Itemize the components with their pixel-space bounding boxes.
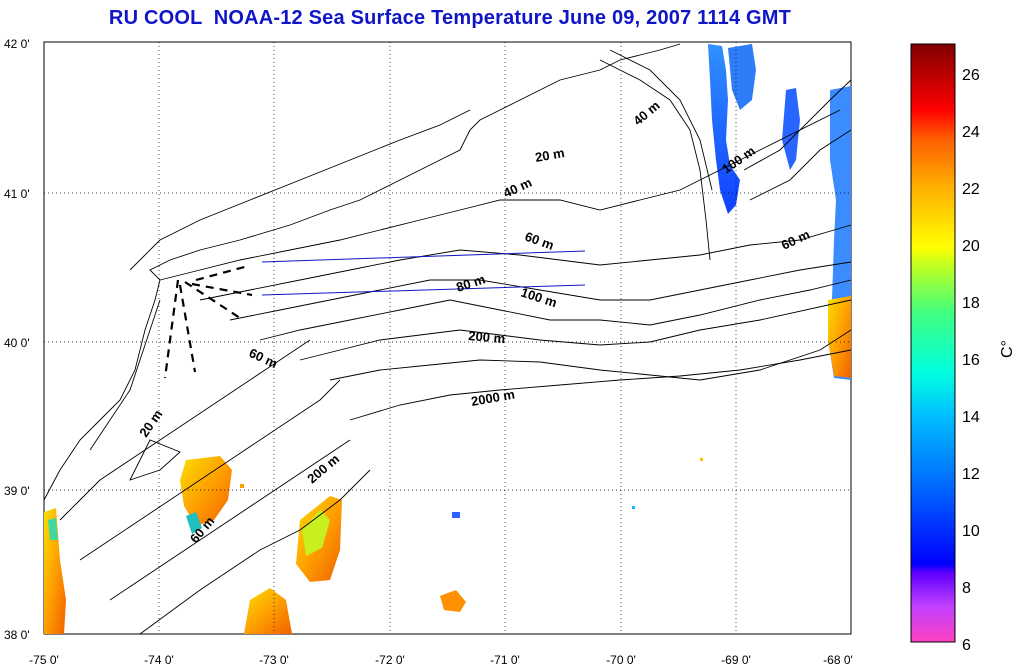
- lat-tick: 40 0': [4, 336, 30, 350]
- grid: [44, 42, 851, 634]
- lat-tick: 38 0': [4, 628, 30, 642]
- colorbar-tick: 6: [962, 637, 971, 654]
- colorbar-tick: 16: [962, 352, 980, 369]
- contour-label: 200 m: [468, 328, 506, 346]
- colorbar-unit-label: C°: [999, 340, 1016, 358]
- contour-label: 20 m: [534, 145, 566, 165]
- plot-frame: [43, 41, 852, 635]
- colorbar-tick: 22: [962, 181, 980, 198]
- lon-tick: -74 0': [144, 653, 174, 667]
- lon-tick: -71 0': [490, 653, 520, 667]
- colorbar-tick: 14: [962, 409, 980, 426]
- lon-tick: -72 0': [375, 653, 405, 667]
- map-title: RU COOL NOAA-12 Sea Surface Temperature …: [108, 7, 792, 29]
- lon-tick: -69 0': [721, 653, 751, 667]
- colorbar-tick: 10: [962, 523, 980, 540]
- lon-tick: -70 0': [606, 653, 636, 667]
- lat-tick: 41 0': [4, 187, 30, 201]
- lat-axis: 42 0' 41 0' 40 0' 39 0' 38 0': [4, 37, 30, 642]
- colorbar-tick: 8: [962, 580, 971, 597]
- lon-tick: -75 0': [29, 653, 59, 667]
- lon-tick: -73 0': [259, 653, 289, 667]
- colorbar: 26 24 22 20 18 16 14 12 10 8 6 C°: [910, 43, 1016, 654]
- coastline-contours: [43, 43, 852, 635]
- dashed-transects: [163, 264, 253, 379]
- lon-tick: -68 0': [823, 653, 853, 667]
- colorbar-tick: 24: [962, 124, 980, 141]
- colorbar-scale: [910, 43, 956, 643]
- colorbar-tick: 12: [962, 466, 980, 483]
- colorbar-tick: 18: [962, 295, 980, 312]
- transect-lines: [261, 250, 586, 296]
- colorbar-tick: 26: [962, 67, 980, 84]
- lat-tick: 39 0': [4, 484, 30, 498]
- lat-tick: 42 0': [4, 37, 30, 51]
- lon-axis: -75 0' -74 0' -73 0' -72 0' -71 0' -70 0…: [29, 653, 853, 667]
- colorbar-tick: 20: [962, 238, 980, 255]
